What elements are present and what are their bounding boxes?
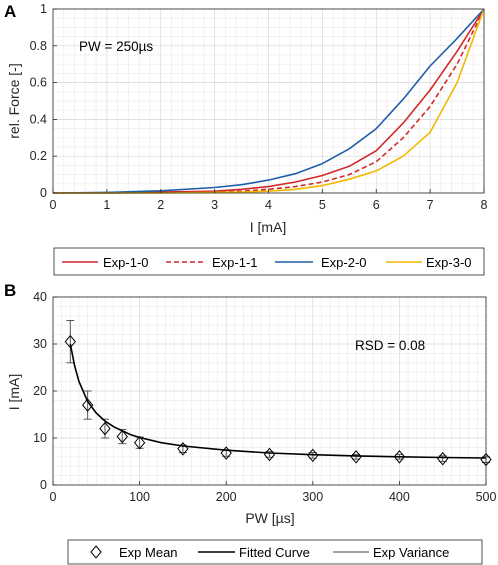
panel-b-ytick-label: 0 [40, 478, 47, 492]
panel-b-xtick-label: 300 [302, 490, 323, 504]
panel-a-xtick-label: 8 [481, 198, 488, 212]
panel-a-ytick-label: 0.4 [30, 112, 47, 126]
panel-b-legend: Exp Mean Fitted Curve Exp Variance [67, 539, 483, 565]
panel-a-xtick-label: 2 [157, 198, 164, 212]
panel-a-grid [52, 8, 485, 194]
legend-label-exp-2-0: Exp-2-0 [321, 255, 367, 270]
exp-mean-marker [307, 448, 319, 463]
panel-b-xtick-label: 0 [50, 490, 57, 504]
panel-b-ticks: 0 100 200 300 400 500 0 10 20 30 40 [33, 290, 496, 504]
exp-mean-marker [220, 446, 232, 460]
legend-label-exp-mean: Exp Mean [119, 545, 178, 560]
panel-b-xtick-label: 100 [129, 490, 150, 504]
exp-mean-marker [81, 398, 94, 412]
panel-a-xtick-label: 1 [103, 198, 110, 212]
legend-label-exp-variance: Exp Variance [373, 545, 449, 560]
panel-a-xlabel: I [mA] [250, 219, 287, 235]
panel-a-xtick-label: 4 [265, 198, 272, 212]
panel-a-annotation: PW = 250µs [79, 39, 153, 54]
panel-a-ytick-label: 1 [40, 2, 47, 16]
legend-label-exp-3-0: Exp-3-0 [426, 255, 472, 270]
panel-b-xtick-label: 200 [216, 490, 237, 504]
panel-a-xtick-label: 5 [319, 198, 326, 212]
exp-mean-marker [437, 451, 449, 466]
panel-b-ytick-label: 40 [33, 290, 47, 304]
panel-b-label: B [4, 281, 16, 300]
legend-label-exp-1-1: Exp-1-1 [212, 255, 258, 270]
panel-a-ytick-label: 0 [40, 186, 47, 200]
panel-b-xtick-label: 400 [389, 490, 410, 504]
panel-a-ytick-label: 0.6 [30, 76, 47, 90]
panel-b-xlabel: PW [µs] [245, 510, 294, 526]
series-line-exp-2-0 [52, 8, 485, 194]
exp-mean-marker [64, 334, 76, 349]
panel-b-exp-mean-markers [64, 334, 492, 467]
panel-a-ylabel: rel. Force [-] [6, 63, 22, 138]
panel-b-ytick-label: 30 [33, 337, 47, 351]
panel-a-ticks: 0 1 2 3 4 5 6 7 8 0 0.2 0.4 0.6 0.8 1 [30, 2, 488, 212]
panel-a-xtick-label: 0 [50, 198, 57, 212]
exp-mean-marker [116, 429, 128, 444]
panel-a-xtick-label: 3 [211, 198, 218, 212]
exp-mean-marker [350, 450, 362, 464]
exp-mean-marker [133, 435, 146, 450]
panel-b-ylabel: I [mA] [6, 374, 22, 411]
panel-a-xtick-label: 6 [373, 198, 380, 212]
panel-b-xtick-label: 500 [476, 490, 497, 504]
fitted-curve-line [69, 343, 487, 459]
panel-a-xtick-label: 7 [427, 198, 434, 212]
panel-b-ytick-label: 20 [33, 384, 47, 398]
exp-mean-marker [393, 450, 406, 464]
panel-a-ytick-label: 0.8 [30, 39, 47, 53]
exp-mean-marker [99, 421, 111, 436]
exp-mean-marker [177, 442, 189, 456]
exp-mean-marker [263, 447, 276, 462]
panel-b-annotation: RSD = 0.08 [355, 338, 425, 353]
legend-marker-exp-mean [90, 545, 102, 559]
panel-a-legend: Exp-1-0 Exp-1-1 Exp-2-0 Exp-3-0 [53, 247, 485, 276]
variance-bar [83, 390, 92, 420]
legend-label-fitted-curve: Fitted Curve [239, 545, 310, 560]
panel-a-label: A [4, 2, 16, 21]
panel-a-ytick-label: 0.2 [30, 149, 47, 163]
legend-label-exp-1-0: Exp-1-0 [103, 255, 149, 270]
variance-bar [66, 320, 75, 364]
panel-b-ytick-label: 10 [33, 431, 47, 445]
